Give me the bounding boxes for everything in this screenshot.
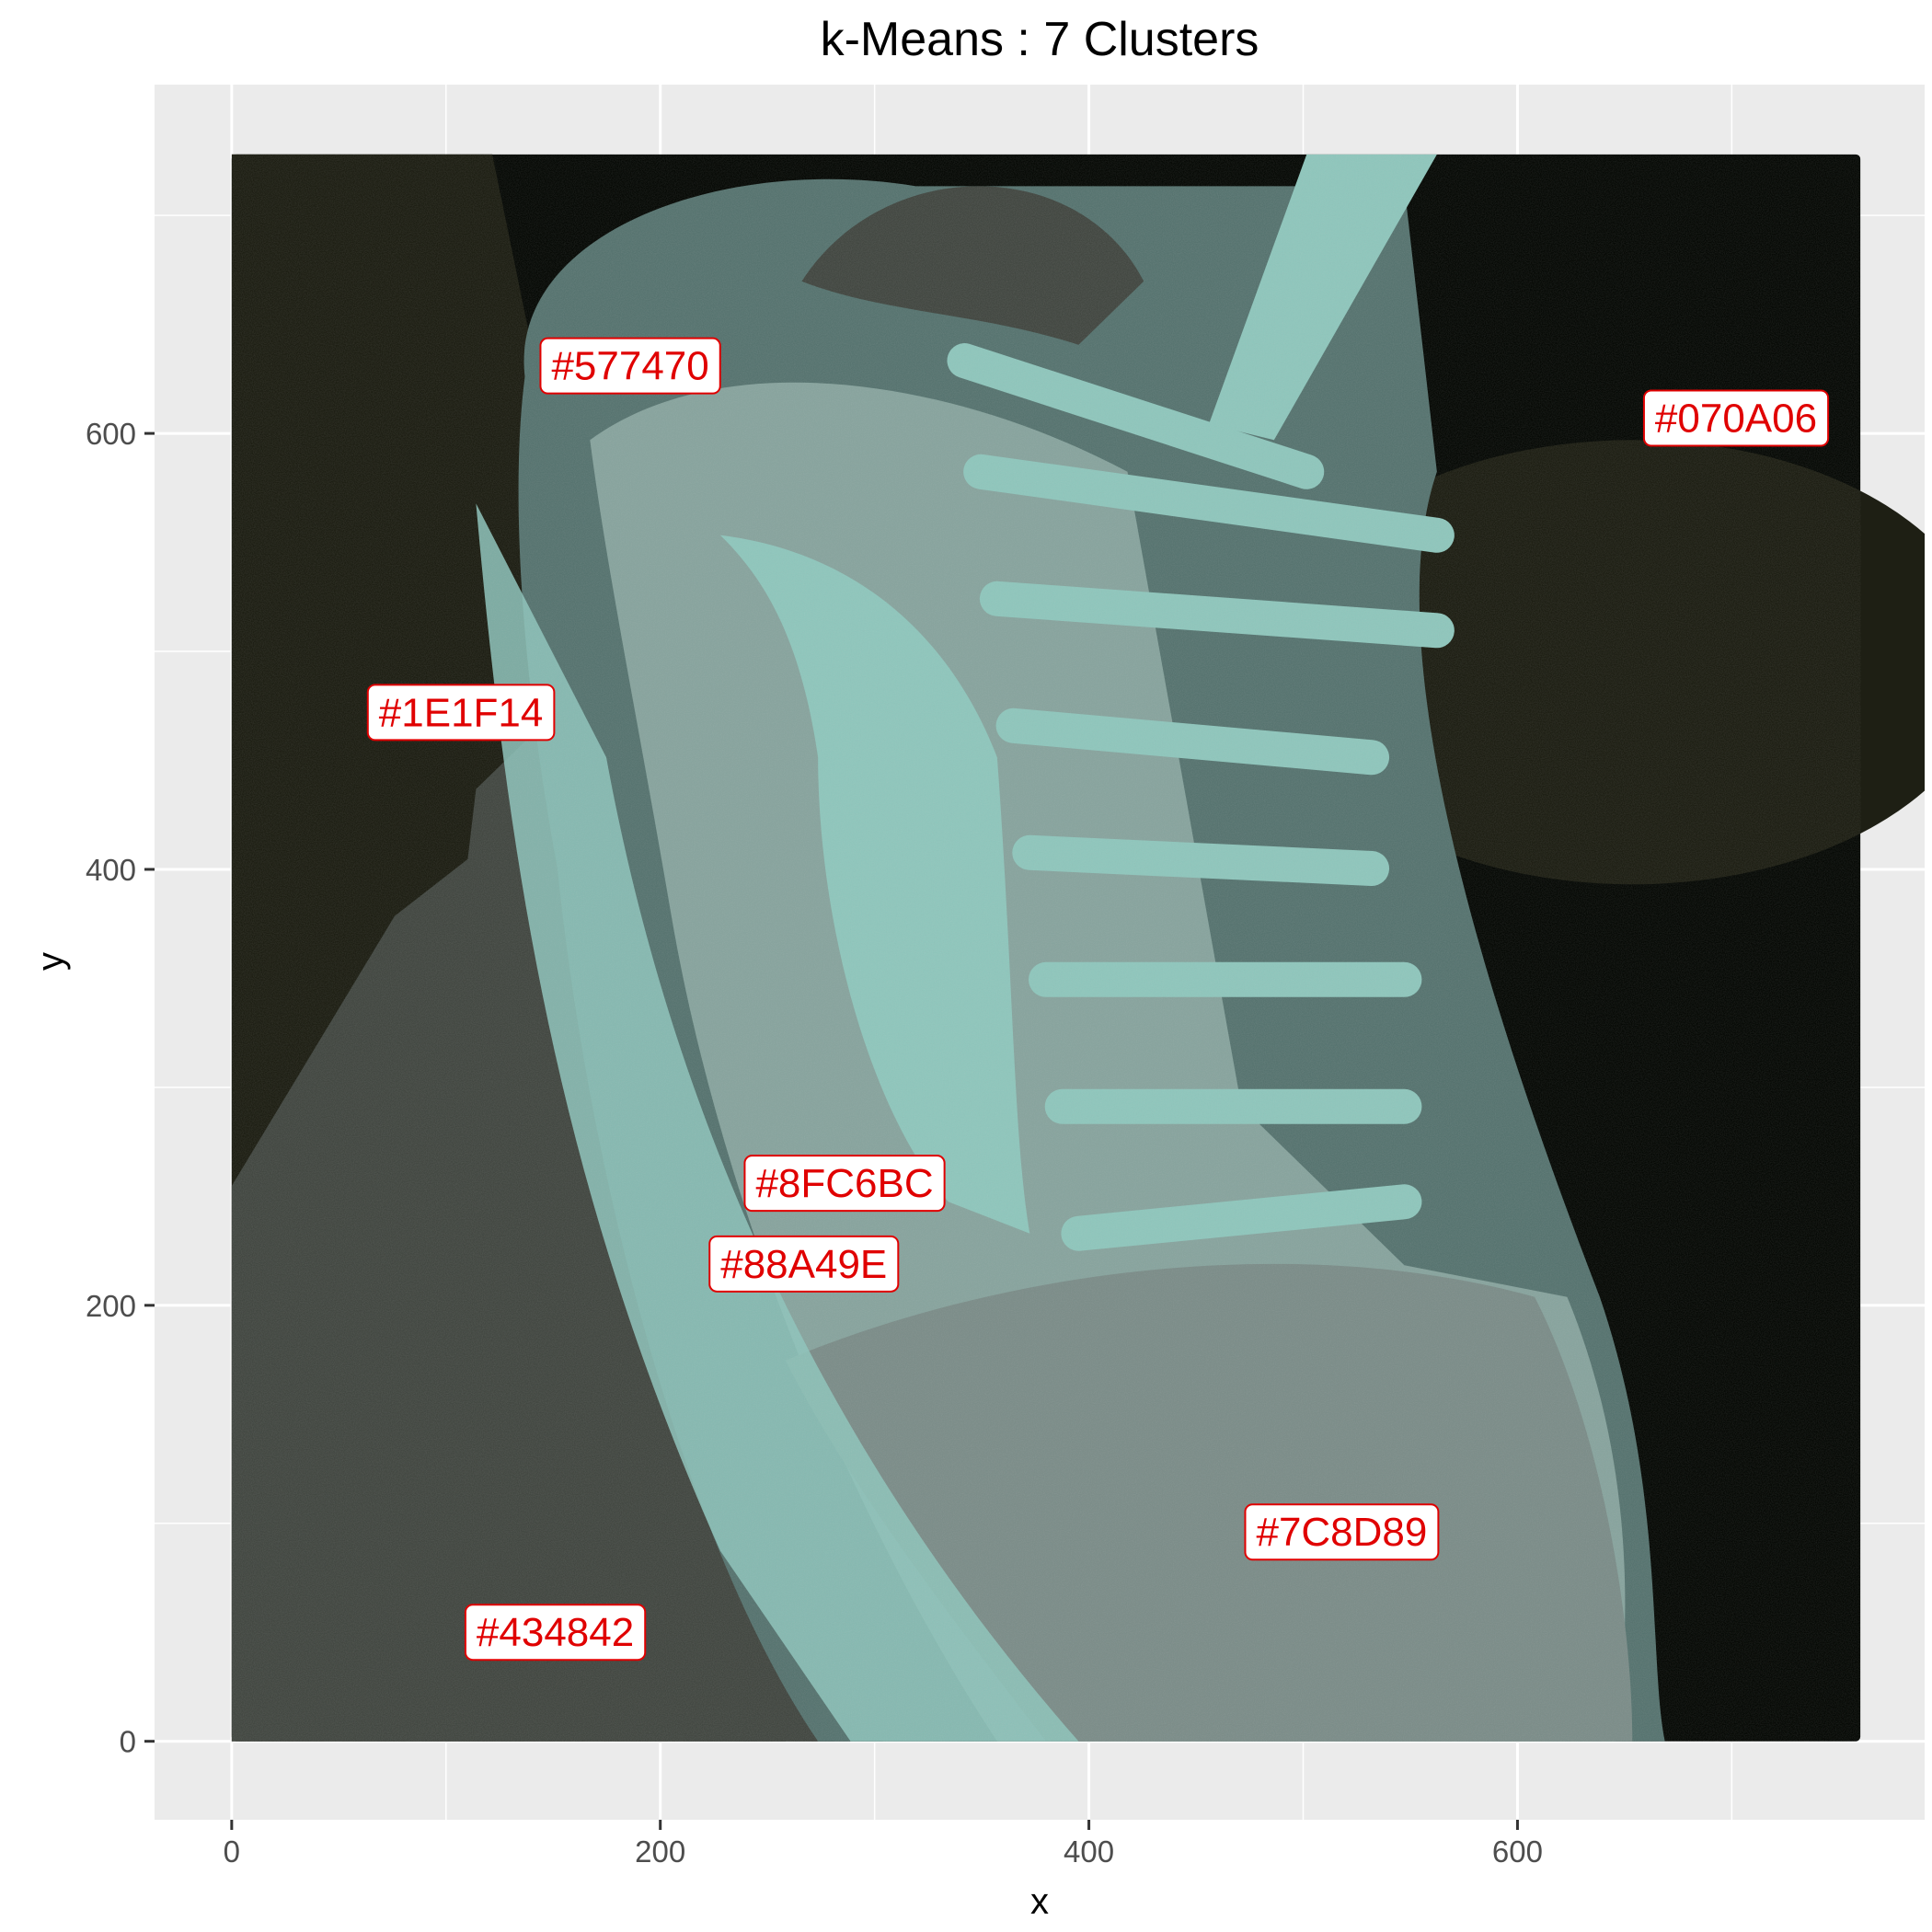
y-axis-title: y xyxy=(30,952,71,971)
cluster-label: #7C8D89 xyxy=(1244,1503,1440,1561)
region-lace xyxy=(963,454,1455,553)
cluster-label-box xyxy=(743,1155,946,1213)
cluster-label: #577470 xyxy=(539,337,721,395)
image-texture xyxy=(232,155,1860,1742)
cluster-label-text: #577470 xyxy=(551,344,708,389)
cluster-label-box xyxy=(464,1604,647,1662)
cluster-label-text: #7C8D89 xyxy=(1256,1510,1427,1555)
cluster-label-box xyxy=(539,337,721,395)
x-axis-title: x xyxy=(1030,1881,1049,1922)
region-sole-stripe xyxy=(476,503,1079,1742)
region-lace xyxy=(1061,1184,1422,1251)
cluster-label: #1E1F14 xyxy=(366,684,556,742)
cluster-label: #8FC6BC xyxy=(743,1155,946,1213)
region-side-stripe xyxy=(719,535,1030,1234)
x-tick-label: 200 xyxy=(635,1834,685,1869)
cluster-label-box xyxy=(1244,1503,1440,1561)
clustered-image xyxy=(231,154,1925,1742)
cluster-label: #88A49E xyxy=(708,1235,900,1293)
region-lace xyxy=(1012,834,1390,887)
cluster-label-box xyxy=(1642,389,1830,447)
cluster-label-box xyxy=(708,1235,900,1293)
x-tick-label: 600 xyxy=(1492,1834,1543,1869)
cluster-label-text: #434842 xyxy=(477,1610,634,1655)
region-collar xyxy=(801,186,1144,345)
x-tick-label: 400 xyxy=(1064,1834,1114,1869)
cluster-label-box xyxy=(366,684,556,742)
cluster-label: #434842 xyxy=(464,1604,647,1662)
cluster-label-text: #1E1F14 xyxy=(379,690,544,735)
cluster-label: #070A06 xyxy=(1642,389,1830,447)
y-tick-label: 0 xyxy=(120,1725,136,1759)
region-lace xyxy=(979,581,1455,649)
cluster-label-text: #8FC6BC xyxy=(755,1161,933,1206)
y-tick-label: 400 xyxy=(86,853,136,887)
cluster-label-text: #070A06 xyxy=(1655,397,1817,442)
region-lace xyxy=(947,343,1325,489)
chart-title: k-Means : 7 Clusters xyxy=(821,13,1259,66)
cluster-labels: #577470 #070A06 #1E1F14 #8FC6BC #88A49E #7C8D… xyxy=(366,337,1830,1662)
x-axis-ticks: 0 200 400 600 xyxy=(224,1820,1543,1869)
y-tick-label: 200 xyxy=(86,1289,136,1323)
region-lace-end xyxy=(1209,154,1437,441)
y-axis-ticks: 0 200 400 600 xyxy=(86,417,155,1759)
y-tick-label: 600 xyxy=(86,417,136,451)
region-lace xyxy=(995,707,1390,776)
cluster-label-text: #88A49E xyxy=(720,1242,887,1287)
region-toe xyxy=(785,1263,1633,1742)
x-tick-label: 0 xyxy=(224,1834,240,1869)
